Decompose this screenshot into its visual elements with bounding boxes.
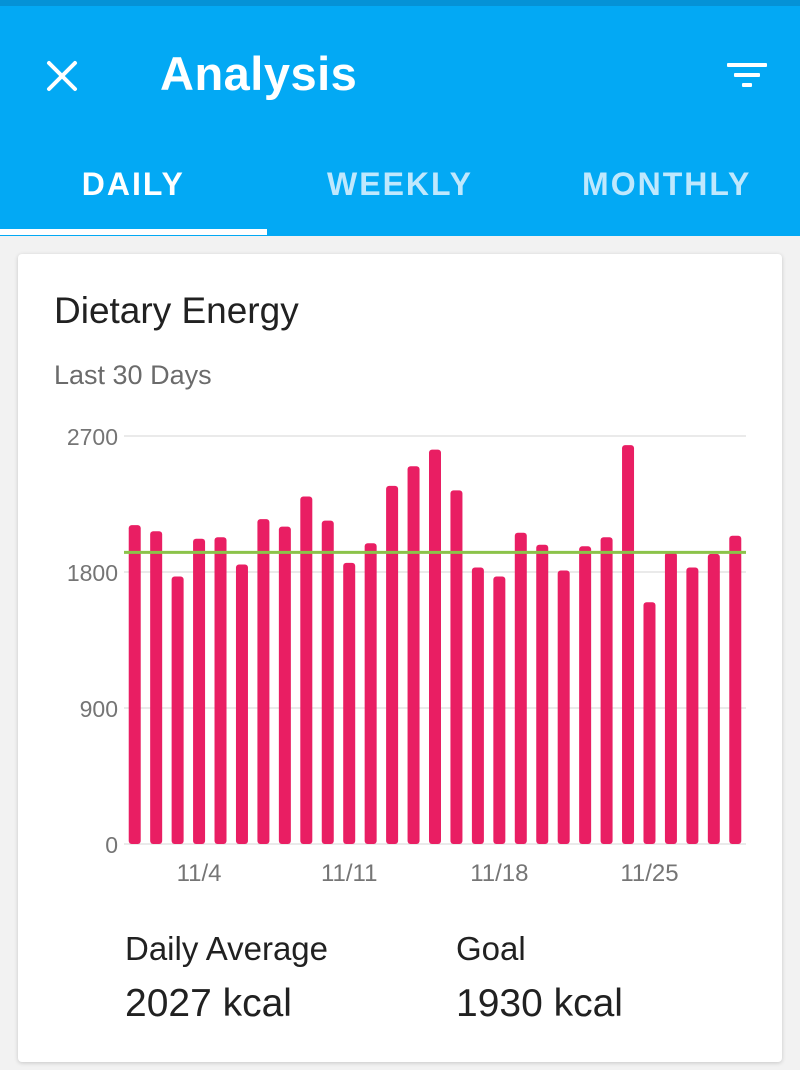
x-tick-label: 11/18 — [470, 860, 528, 887]
bar — [343, 562, 356, 844]
close-icon — [47, 61, 77, 91]
bar — [514, 532, 527, 844]
bar — [235, 564, 248, 844]
bar — [622, 445, 635, 844]
bar — [364, 543, 377, 844]
card-subtitle: Last 30 Days — [54, 360, 212, 390]
bar — [278, 526, 291, 844]
filter-icon — [727, 63, 767, 87]
bar — [664, 552, 677, 844]
bar — [493, 576, 506, 844]
bar — [150, 531, 163, 844]
x-tick-label: 11/25 — [620, 860, 678, 887]
x-tick-label: 11/11 — [321, 860, 378, 887]
page-title: Analysis — [160, 47, 358, 100]
y-tick-label: 0 — [105, 832, 118, 858]
app-bar: Analysis — [0, 0, 800, 236]
bar — [600, 537, 613, 844]
bar — [643, 602, 656, 844]
bar — [171, 576, 184, 844]
tab-weekly[interactable]: WEEKLY — [327, 166, 473, 202]
bar — [450, 490, 463, 844]
bar — [557, 570, 570, 844]
x-tick-label: 11/4 — [177, 860, 222, 887]
daily-average-value: 2027 kcal — [125, 982, 292, 1025]
y-tick-label: 2700 — [67, 424, 118, 450]
bar — [214, 537, 227, 844]
bar — [257, 519, 270, 844]
tab-bar: DAILY WEEKLY MONTHLY — [0, 160, 800, 236]
tab-indicator — [0, 229, 267, 235]
y-tick-label: 900 — [80, 696, 118, 722]
filter-button[interactable] — [722, 52, 772, 98]
tab-daily[interactable]: DAILY — [81, 166, 185, 202]
bar — [128, 525, 141, 844]
bar — [407, 466, 420, 844]
bar — [686, 567, 699, 844]
close-button[interactable] — [36, 50, 88, 102]
y-tick-label: 1800 — [67, 560, 118, 586]
energy-bar-chart: 0 900 1800 2700 11/4 11/11 11/18 11/25 — [67, 424, 746, 887]
goal-value: 1930 kcal — [456, 982, 623, 1025]
bar — [429, 449, 441, 844]
bar — [321, 520, 334, 844]
bar — [300, 496, 313, 844]
daily-average-label: Daily Average — [125, 930, 329, 967]
tab-monthly[interactable]: MONTHLY — [582, 166, 752, 202]
bar — [386, 485, 399, 844]
goal-label: Goal — [456, 930, 526, 967]
bar — [729, 535, 742, 844]
bar — [193, 538, 206, 844]
bar — [707, 553, 720, 844]
bar — [471, 567, 484, 844]
bar — [579, 546, 592, 844]
bar — [536, 544, 549, 844]
card-title: Dietary Energy — [54, 290, 299, 331]
dietary-energy-card: Dietary Energy Last 30 Days 0 900 1800 2700… — [18, 254, 782, 1062]
